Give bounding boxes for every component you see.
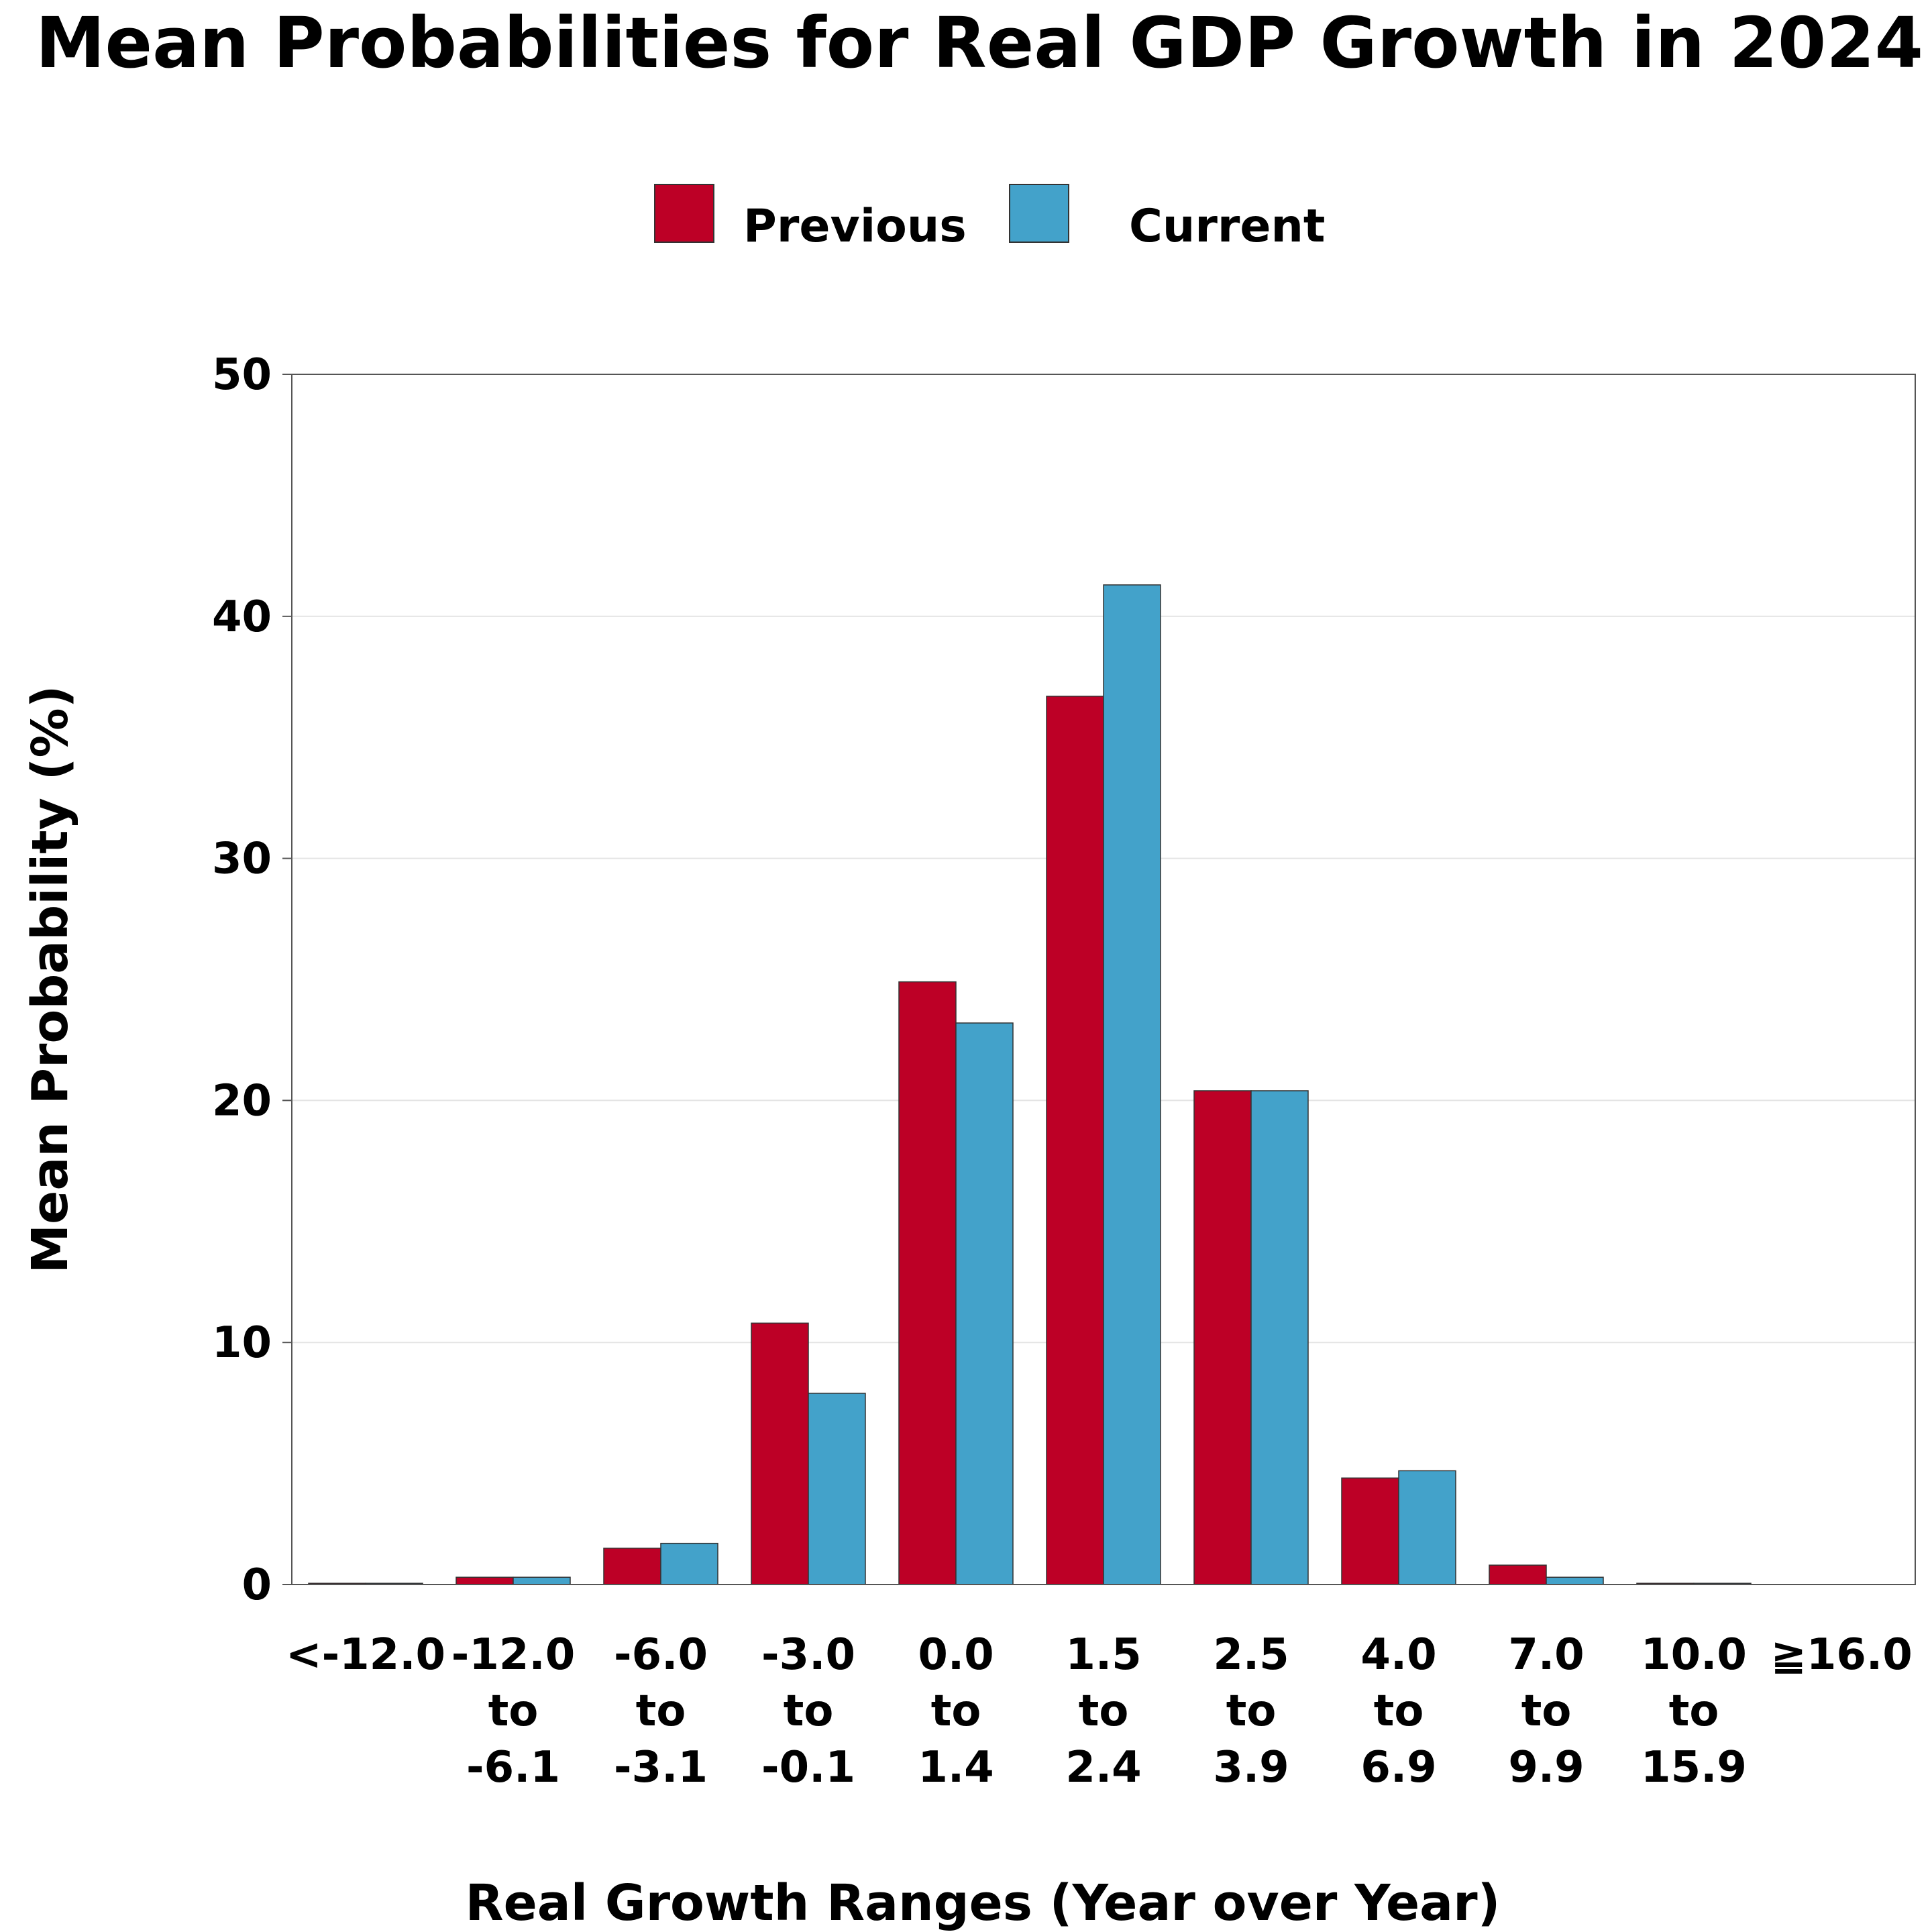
- bar-current-6: [1250, 1090, 1309, 1585]
- bar-previous-7: [1341, 1477, 1399, 1585]
- x-category-label: ≧16.0: [1770, 1630, 1913, 1680]
- x-category-label: -6.0 to -3.1: [614, 1630, 708, 1792]
- bar-previous-1: [455, 1576, 514, 1585]
- x-category-label: 1.5 to 2.4: [1065, 1630, 1141, 1792]
- x-category-label: 4.0 to 6.9: [1360, 1630, 1436, 1792]
- bar-previous-4: [898, 981, 957, 1585]
- bar-current-8: [1546, 1576, 1604, 1585]
- x-category-label: 0.0 to 1.4: [918, 1630, 994, 1792]
- bar-previous-2: [603, 1548, 661, 1585]
- bar-current-4: [955, 1022, 1014, 1585]
- legend-swatch-previous: [654, 184, 714, 243]
- legend: Previous Current: [654, 184, 1325, 253]
- y-tick-label: 10: [212, 1318, 272, 1368]
- legend-label-current: Current: [1129, 200, 1325, 253]
- chart-title: Mean Probabilities for Real GDP Growth i…: [36, 2, 1923, 84]
- x-category-label: 2.5 to 3.9: [1213, 1630, 1289, 1792]
- y-axis-title: Mean Probability (%): [21, 686, 79, 1274]
- x-category-label: -3.0 to -0.1: [761, 1630, 855, 1792]
- y-tick-label: 20: [212, 1076, 272, 1126]
- plot-area: 0 10 20 30 40 50 <-12.0 -12.0 to -6.1 -6.0 to -3.1-…: [212, 350, 1916, 1792]
- bar-previous-6: [1193, 1090, 1252, 1585]
- x-category-label: 7.0 to 9.9: [1508, 1630, 1584, 1792]
- y-tick-label: 50: [212, 350, 272, 400]
- y-tick-label: 0: [241, 1560, 272, 1610]
- legend-swatch-current: [1009, 184, 1069, 243]
- x-axis-title: Real Growth Ranges (Year over Year): [466, 1874, 1501, 1932]
- bar-current-5: [1103, 584, 1161, 1585]
- legend-label-previous: Previous: [743, 200, 967, 253]
- bar-previous-5: [1046, 696, 1104, 1585]
- x-axis: <-12.0 -12.0 to -6.1 -6.0 to -3.1 -3.0 to -0.1 0.0…: [286, 1630, 1913, 1792]
- bar-current-1: [513, 1576, 571, 1585]
- x-category-label: 10.0 to 15.9: [1641, 1630, 1747, 1792]
- bar-current-2: [660, 1542, 718, 1585]
- x-category-label: -12.0 to -6.1: [451, 1630, 575, 1792]
- bars: [308, 584, 1752, 1585]
- y-tick-label: 40: [212, 592, 272, 642]
- plot-frame: [291, 374, 1916, 1585]
- y-axis: 0 10 20 30 40 50: [212, 350, 292, 1610]
- x-category-label: <-12.0: [286, 1630, 445, 1680]
- bar-current-7: [1398, 1470, 1456, 1585]
- y-tick-label: 30: [212, 835, 272, 884]
- bar-previous-8: [1489, 1564, 1547, 1585]
- bar-previous-3: [751, 1322, 809, 1585]
- bar-current-3: [808, 1393, 866, 1585]
